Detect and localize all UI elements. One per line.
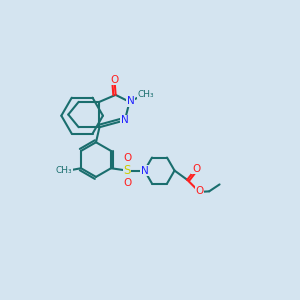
Text: CH₃: CH₃ — [137, 90, 154, 99]
Text: O: O — [192, 164, 200, 174]
Text: N: N — [121, 115, 129, 125]
Text: O: O — [110, 75, 118, 85]
Text: N: N — [141, 166, 148, 176]
Text: O: O — [195, 186, 203, 196]
Text: O: O — [123, 178, 131, 188]
Text: N: N — [127, 96, 134, 106]
Text: S: S — [124, 164, 131, 177]
Text: O: O — [123, 153, 131, 163]
Text: N: N — [141, 166, 148, 176]
Text: CH₃: CH₃ — [56, 166, 72, 175]
